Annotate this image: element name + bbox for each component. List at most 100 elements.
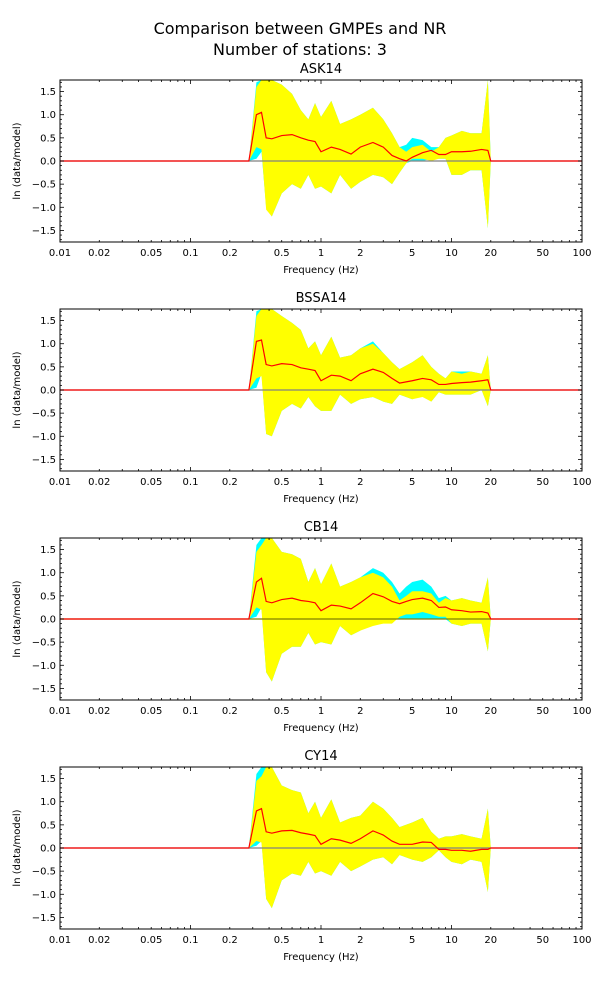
plot-area (60, 767, 582, 909)
chart-panel-ask14: 0.01 0.02 0.05 0.1 0.2 0.5 1 2 5 10 20 50 100 −1.5 −1.… (12, 62, 592, 276)
x-tick-label: 0.2 (222, 706, 238, 717)
y-axis-label: ln (data/model) (12, 809, 23, 886)
y-axis-label: ln (data/model) (12, 580, 23, 657)
y-tick-label: −0.5 (32, 409, 56, 420)
plot-area (60, 80, 582, 229)
x-tick-label: 2 (357, 935, 363, 946)
x-tick-label: 0.2 (222, 248, 238, 259)
x-tick-label: 20 (484, 248, 497, 259)
y-tick-label: −1.5 (32, 226, 56, 237)
y-tick-label: −1.0 (32, 661, 56, 672)
panel-title: BSSA14 (296, 291, 347, 306)
x-tick-label: 10 (445, 935, 458, 946)
x-tick-label: 5 (409, 248, 415, 259)
y-tick-label: −1.5 (32, 455, 56, 466)
x-tick-label: 1 (318, 935, 324, 946)
x-tick-label: 1 (318, 248, 324, 259)
plot-area (60, 538, 582, 682)
mean-residual-line (60, 577, 582, 620)
x-tick-label: 0.1 (183, 248, 199, 259)
x-tick-label: 2 (357, 477, 363, 488)
x-tick-label: 50 (536, 477, 549, 488)
mean-residual-line (60, 111, 582, 162)
y-tick-label: 1.5 (40, 545, 56, 556)
x-tick-label: 0.05 (140, 935, 162, 946)
y-tick-label: 0.0 (40, 615, 56, 626)
x-tick-label: 100 (572, 935, 591, 946)
x-tick-label: 0.5 (274, 477, 290, 488)
y-tick-label: 0.5 (40, 820, 56, 831)
x-tick-label: 100 (572, 706, 591, 717)
x-tick-label: 20 (484, 477, 497, 488)
x-tick-label: 0.05 (140, 477, 162, 488)
y-tick-label: 0.5 (40, 362, 56, 373)
panel-title: CY14 (304, 749, 337, 764)
y-tick-label: −0.5 (32, 638, 56, 649)
x-tick-label: 0.01 (49, 477, 71, 488)
x-tick-label: 20 (484, 706, 497, 717)
x-tick-label: 100 (572, 477, 591, 488)
x-tick-label: 0.1 (183, 477, 199, 488)
x-tick-label: 10 (445, 477, 458, 488)
y-tick-label: −1.0 (32, 890, 56, 901)
plot-area (60, 309, 582, 437)
x-tick-label: 50 (536, 706, 549, 717)
x-tick-label: 0.2 (222, 935, 238, 946)
x-tick-label: 0.5 (274, 248, 290, 259)
x-tick-label: 0.02 (88, 706, 110, 717)
chart-panel-bssa14: 0.01 0.02 0.05 0.1 0.2 0.5 1 2 5 10 20 50 100 −1.5 −1.… (12, 291, 592, 505)
x-tick-label: 0.02 (88, 248, 110, 259)
mean-residual-line (60, 339, 582, 391)
x-tick-label: 0.02 (88, 935, 110, 946)
x-tick-label: 50 (536, 935, 549, 946)
x-tick-label: 0.05 (140, 248, 162, 259)
x-tick-label: 2 (357, 248, 363, 259)
y-tick-label: 1.0 (40, 568, 56, 579)
x-tick-label: 0.01 (49, 248, 71, 259)
x-tick-label: 0.01 (49, 935, 71, 946)
y-tick-label: 0.0 (40, 386, 56, 397)
y-tick-label: 1.0 (40, 339, 56, 350)
x-tick-label: 1 (318, 477, 324, 488)
y-tick-label: 1.5 (40, 774, 56, 785)
x-tick-label: 2 (357, 706, 363, 717)
x-tick-label: 5 (409, 935, 415, 946)
x-tick-label: 5 (409, 477, 415, 488)
y-tick-label: 1.5 (40, 316, 56, 327)
mean-residual-line (60, 807, 582, 852)
x-axis-label: Frequency (Hz) (283, 265, 359, 276)
x-tick-label: 0.5 (274, 706, 290, 717)
y-tick-label: 0.0 (40, 844, 56, 855)
chart-panels: 0.01 0.02 0.05 0.1 0.2 0.5 1 2 5 10 20 50 100−1.5−1.… (12, 62, 592, 963)
y-tick-label: −1.0 (32, 432, 56, 443)
inner-band-area (60, 80, 582, 229)
y-axis-label: ln (data/model) (12, 351, 23, 428)
x-tick-label: 10 (445, 706, 458, 717)
x-axis-label: Frequency (Hz) (283, 952, 359, 963)
x-tick-label: 0.1 (183, 935, 199, 946)
x-tick-label: 10 (445, 248, 458, 259)
x-tick-label: 20 (484, 935, 497, 946)
x-axis-label: Frequency (Hz) (283, 723, 359, 734)
figure-title: Comparison between GMPEs and NR (154, 19, 447, 38)
x-tick-label: 5 (409, 706, 415, 717)
y-tick-label: −1.5 (32, 913, 56, 924)
y-tick-label: −0.5 (32, 180, 56, 191)
y-tick-label: 0.5 (40, 133, 56, 144)
x-tick-label: 0.5 (274, 935, 290, 946)
inner-band-area (60, 767, 582, 909)
inner-band-area (60, 309, 582, 437)
y-axis-label: ln (data/model) (12, 122, 23, 199)
x-tick-label: 1 (318, 706, 324, 717)
y-tick-label: 1.5 (40, 87, 56, 98)
panel-title: CB14 (304, 520, 339, 535)
x-tick-label: 0.1 (183, 706, 199, 717)
y-tick-label: 1.0 (40, 797, 56, 808)
x-tick-label: 0.02 (88, 477, 110, 488)
x-tick-label: 0.01 (49, 706, 71, 717)
x-tick-label: 100 (572, 248, 591, 259)
x-tick-label: 50 (536, 248, 549, 259)
chart-panel-cy14: 0.01 0.02 0.05 0.1 0.2 0.5 1 2 5 10 20 50 100 −1.5 −1.… (12, 749, 592, 963)
y-tick-label: 1.0 (40, 110, 56, 121)
